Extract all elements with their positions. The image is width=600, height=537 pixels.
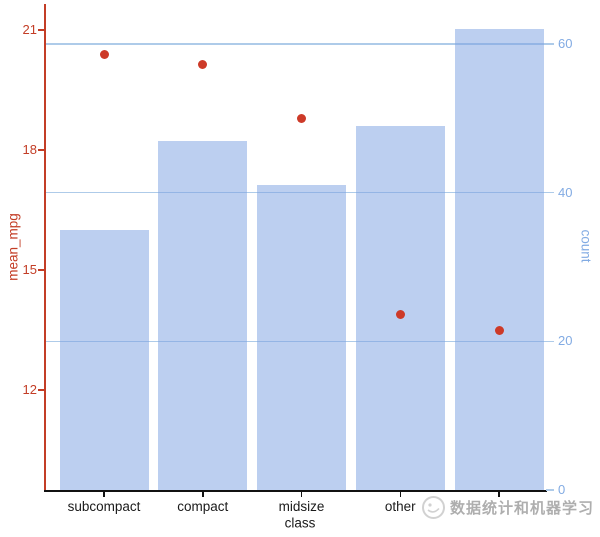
left-tick	[38, 389, 45, 391]
right-tick	[546, 191, 554, 194]
x-tick-label: other	[384, 499, 416, 514]
right-tick	[546, 43, 554, 45]
bar	[454, 29, 544, 490]
right-axis-title: count	[578, 229, 594, 263]
x-tick	[103, 491, 105, 497]
x-tick-label: compact	[177, 499, 229, 514]
bar	[59, 229, 149, 490]
right-tick-label: 0	[558, 482, 566, 497]
left-tick	[38, 29, 45, 31]
watermark-logo-icon	[422, 496, 445, 519]
x-tick-label: subcompact	[67, 499, 141, 514]
right-tick-label: 60	[558, 36, 573, 51]
x-axis-title: class	[284, 515, 316, 531]
bar	[257, 185, 346, 490]
left-tick-label: 18	[22, 142, 37, 157]
right-tick-label: 20	[558, 333, 573, 349]
bottom-axis-line	[44, 489, 547, 492]
left-tick	[38, 149, 45, 151]
right-tick	[546, 489, 554, 491]
x-tick	[300, 491, 303, 497]
right-tick	[546, 340, 554, 343]
x-tick	[498, 491, 500, 497]
bar	[158, 140, 248, 490]
dot	[99, 49, 109, 59]
dot	[198, 59, 208, 69]
gridline	[45, 43, 552, 45]
dot	[395, 309, 405, 319]
right-tick-label: 40	[558, 184, 573, 200]
watermark: 数据统计和机器学习	[421, 495, 594, 520]
x-tick-label: midsize	[278, 499, 325, 514]
x-tick	[399, 491, 401, 497]
bar	[355, 125, 445, 490]
left-tick-label: 12	[22, 382, 37, 397]
watermark-text: 数据统计和机器学习	[450, 500, 595, 517]
dot	[297, 113, 306, 123]
left-axis-line	[44, 4, 46, 492]
dot	[494, 325, 504, 335]
x-tick	[202, 491, 204, 497]
left-tick-label: 15	[22, 262, 37, 277]
left-tick-label: 21	[22, 22, 37, 37]
left-tick	[38, 269, 45, 271]
